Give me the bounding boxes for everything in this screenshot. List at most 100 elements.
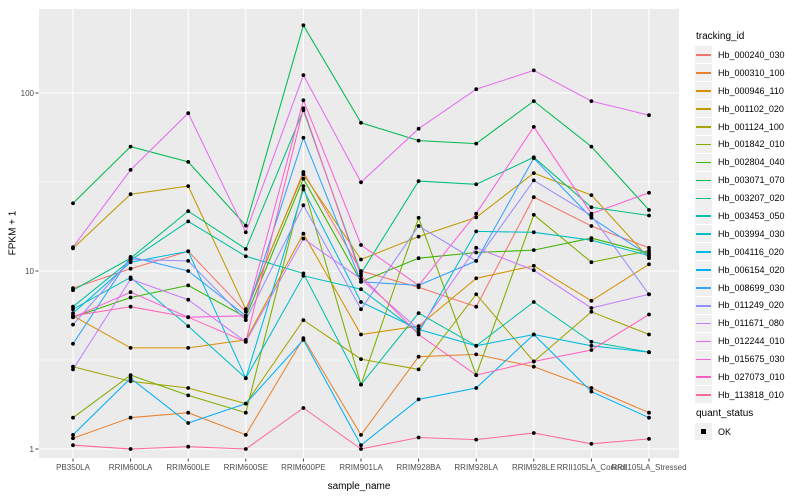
data-point xyxy=(359,332,363,337)
data-point xyxy=(359,279,363,284)
data-point xyxy=(128,304,133,309)
data-point xyxy=(128,346,133,350)
data-point xyxy=(301,184,306,189)
legend-entry: Hb_001102_020 xyxy=(695,100,800,118)
data-point xyxy=(531,125,536,129)
data-point xyxy=(359,257,363,262)
data-point xyxy=(186,315,191,320)
data-point xyxy=(128,379,133,384)
data-point xyxy=(589,224,594,228)
legend-key xyxy=(695,189,712,207)
data-point xyxy=(474,304,479,309)
legend-line-sample xyxy=(696,269,711,271)
data-point xyxy=(531,212,536,217)
data-point xyxy=(301,203,306,208)
legend-label: Hb_000310_100 xyxy=(718,67,785,78)
legend-label: Hb_003071_070 xyxy=(718,175,785,186)
data-point xyxy=(243,223,248,228)
data-point xyxy=(416,397,421,402)
x-tick-label-RRIM600SE: RRIM600SE xyxy=(223,463,269,472)
legend-entry: Hb_000310_100 xyxy=(695,64,800,82)
data-point xyxy=(647,332,651,337)
data-point xyxy=(243,376,248,381)
data-point xyxy=(301,187,306,192)
data-point xyxy=(416,435,421,440)
data-point xyxy=(589,260,594,265)
data-point xyxy=(416,215,421,220)
data-point xyxy=(647,213,651,218)
data-point xyxy=(474,215,479,220)
legend-entries: Hb_000240_030 Hb_000310_100 Hb_000946_110 H… xyxy=(695,46,800,404)
data-point xyxy=(416,138,421,143)
data-point xyxy=(71,245,75,250)
data-point xyxy=(531,178,536,183)
legend-label: Hb_008699_030 xyxy=(718,282,785,293)
data-point xyxy=(416,332,421,337)
y-tick-label: 1 xyxy=(29,444,34,454)
data-point xyxy=(474,182,479,187)
legend-entry: Hb_011249_020 xyxy=(695,296,800,314)
data-point xyxy=(531,300,536,304)
data-point xyxy=(531,431,536,435)
legend-entry: Hb_001124_100 xyxy=(695,118,800,136)
legend-label: Hb_003453_050 xyxy=(718,210,785,221)
legend-key xyxy=(695,225,712,243)
legend-entry: Hb_002804_040 xyxy=(695,153,800,171)
data-point xyxy=(647,292,651,297)
data-point xyxy=(531,248,536,253)
legend-key xyxy=(695,350,712,368)
data-point xyxy=(474,292,479,297)
data-point xyxy=(301,236,306,241)
data-point xyxy=(128,266,133,271)
data-point xyxy=(128,192,133,197)
data-point xyxy=(589,441,594,446)
legend-quant-row: OK xyxy=(695,423,800,441)
data-point xyxy=(301,273,306,278)
data-point xyxy=(359,300,363,304)
data-point xyxy=(531,263,536,268)
data-point xyxy=(647,253,651,258)
data-point xyxy=(186,184,191,189)
data-point xyxy=(474,211,479,216)
x-tick-label-RRII105LA_Control: RRII105LA_Control xyxy=(556,463,627,472)
legend-label: Hb_003994_030 xyxy=(718,228,785,239)
legend-label: Hb_113818_010 xyxy=(718,389,784,400)
legend-line-sample xyxy=(696,340,711,343)
data-point xyxy=(474,141,479,146)
legend-entry: Hb_004116_020 xyxy=(695,243,800,261)
data-point xyxy=(647,415,651,420)
legend-label: Hb_011249_020 xyxy=(718,300,784,311)
data-point xyxy=(71,201,75,206)
data-point xyxy=(416,224,421,228)
data-point xyxy=(589,309,594,314)
legend-title-quant-status: quant_status xyxy=(696,407,754,419)
data-point xyxy=(128,255,133,259)
data-point xyxy=(71,367,75,372)
legend-line-sample xyxy=(696,394,711,396)
data-point xyxy=(359,120,363,125)
legend-entry: Hb_027073_010 xyxy=(695,368,800,386)
legend-label: Hb_001124_100 xyxy=(718,121,784,132)
legend-key xyxy=(695,135,712,153)
data-point xyxy=(71,307,75,312)
data-point xyxy=(128,257,133,262)
legend-label: Hb_012244_010 xyxy=(718,336,785,347)
data-point xyxy=(301,106,306,111)
legend-label-ok: OK xyxy=(718,426,732,437)
data-point xyxy=(531,332,536,337)
data-point xyxy=(359,382,363,387)
data-point xyxy=(128,277,133,281)
data-point xyxy=(359,277,363,281)
legend-line-sample xyxy=(696,72,711,74)
legend-label: Hb_004116_020 xyxy=(718,246,784,257)
data-point xyxy=(243,433,248,437)
legend-key xyxy=(695,46,712,64)
data-point xyxy=(589,193,594,198)
data-point xyxy=(301,176,306,181)
data-point xyxy=(243,410,248,415)
data-point xyxy=(128,373,133,377)
data-point xyxy=(186,269,191,273)
legend-entry: Hb_012244_010 xyxy=(695,332,800,350)
legend-key xyxy=(695,243,712,261)
data-point xyxy=(416,126,421,131)
